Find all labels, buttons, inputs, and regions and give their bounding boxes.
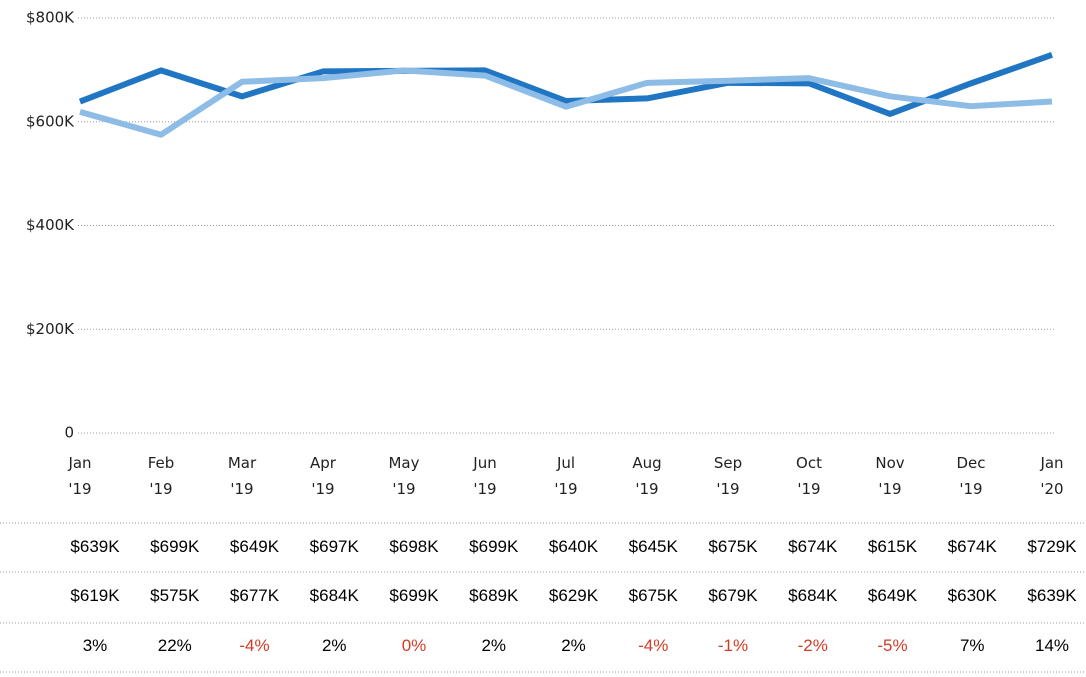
table-value: $698K bbox=[389, 537, 439, 556]
line-series bbox=[79, 67, 1053, 138]
variance-value: 2% bbox=[481, 636, 507, 655]
variance-value: 2% bbox=[321, 636, 347, 655]
table-value: $640K bbox=[548, 537, 599, 556]
table-value: $699K bbox=[469, 537, 519, 556]
table-value: $615K bbox=[867, 537, 918, 556]
table-value: $575K bbox=[150, 586, 200, 605]
x-tick-label: Jan '20 bbox=[1040, 454, 1064, 498]
table-value: $674K bbox=[947, 537, 997, 556]
table-value: $697K bbox=[309, 537, 359, 556]
variance-value: 3% bbox=[82, 636, 108, 655]
x-tick-label: Feb '19 bbox=[147, 454, 175, 498]
table-value: $674K bbox=[788, 537, 838, 556]
variance-value: 0% bbox=[401, 636, 427, 655]
table-value: $619K bbox=[70, 586, 120, 605]
table-value: $639K bbox=[70, 537, 120, 556]
table-value: $675K bbox=[708, 537, 758, 556]
x-tick-label: Aug '19 bbox=[632, 454, 662, 498]
variance-value: -1% bbox=[717, 636, 749, 655]
table-value: $684K bbox=[309, 586, 359, 605]
x-tick-label: Mar '19 bbox=[227, 454, 257, 498]
x-tick-label: Oct '19 bbox=[796, 454, 822, 498]
table-value: $699K bbox=[150, 537, 200, 556]
x-tick-label: Nov '19 bbox=[875, 454, 905, 498]
y-tick-label: $200K bbox=[26, 320, 75, 338]
table-value: $639K bbox=[1027, 586, 1077, 605]
x-tick-label: Jul '19 bbox=[554, 454, 578, 498]
table-value: $684K bbox=[788, 586, 838, 605]
table-value: $699K bbox=[389, 586, 439, 605]
line-series bbox=[78, 52, 1053, 117]
variance-value: -4% bbox=[638, 636, 669, 655]
y-tick-label: $400K bbox=[26, 216, 75, 234]
variance-value: 7% bbox=[959, 636, 985, 655]
y-tick-label: $800K bbox=[26, 9, 75, 27]
x-tick-label: Dec '19 bbox=[956, 454, 986, 498]
variance-value: 14% bbox=[1034, 636, 1070, 655]
x-tick-label: Apr '19 bbox=[310, 454, 336, 498]
variance-value: 2% bbox=[561, 636, 586, 655]
table-value: $729K bbox=[1027, 537, 1077, 556]
table-value: $629K bbox=[548, 586, 599, 605]
variance-value: -4% bbox=[239, 636, 270, 655]
x-tick-label: Sep '19 bbox=[713, 454, 743, 498]
table-value: $677K bbox=[229, 586, 280, 605]
table-value: $649K bbox=[229, 537, 280, 556]
table-value: $630K bbox=[947, 586, 997, 605]
variance-value: -5% bbox=[877, 636, 908, 655]
table-value: $689K bbox=[469, 586, 519, 605]
table-value: $675K bbox=[628, 586, 678, 605]
table-value: $645K bbox=[628, 537, 678, 556]
variance-value: -2% bbox=[797, 636, 828, 655]
x-tick-label: Jun '19 bbox=[473, 454, 497, 498]
x-tick-label: May '19 bbox=[388, 454, 420, 498]
y-tick-label: $600K bbox=[26, 112, 75, 130]
y-tick-label: 0 bbox=[64, 424, 74, 442]
table-value: $649K bbox=[867, 586, 918, 605]
table-value: $679K bbox=[708, 586, 758, 605]
x-tick-label: Jan '19 bbox=[68, 454, 92, 498]
variance-value: 22% bbox=[157, 636, 192, 655]
